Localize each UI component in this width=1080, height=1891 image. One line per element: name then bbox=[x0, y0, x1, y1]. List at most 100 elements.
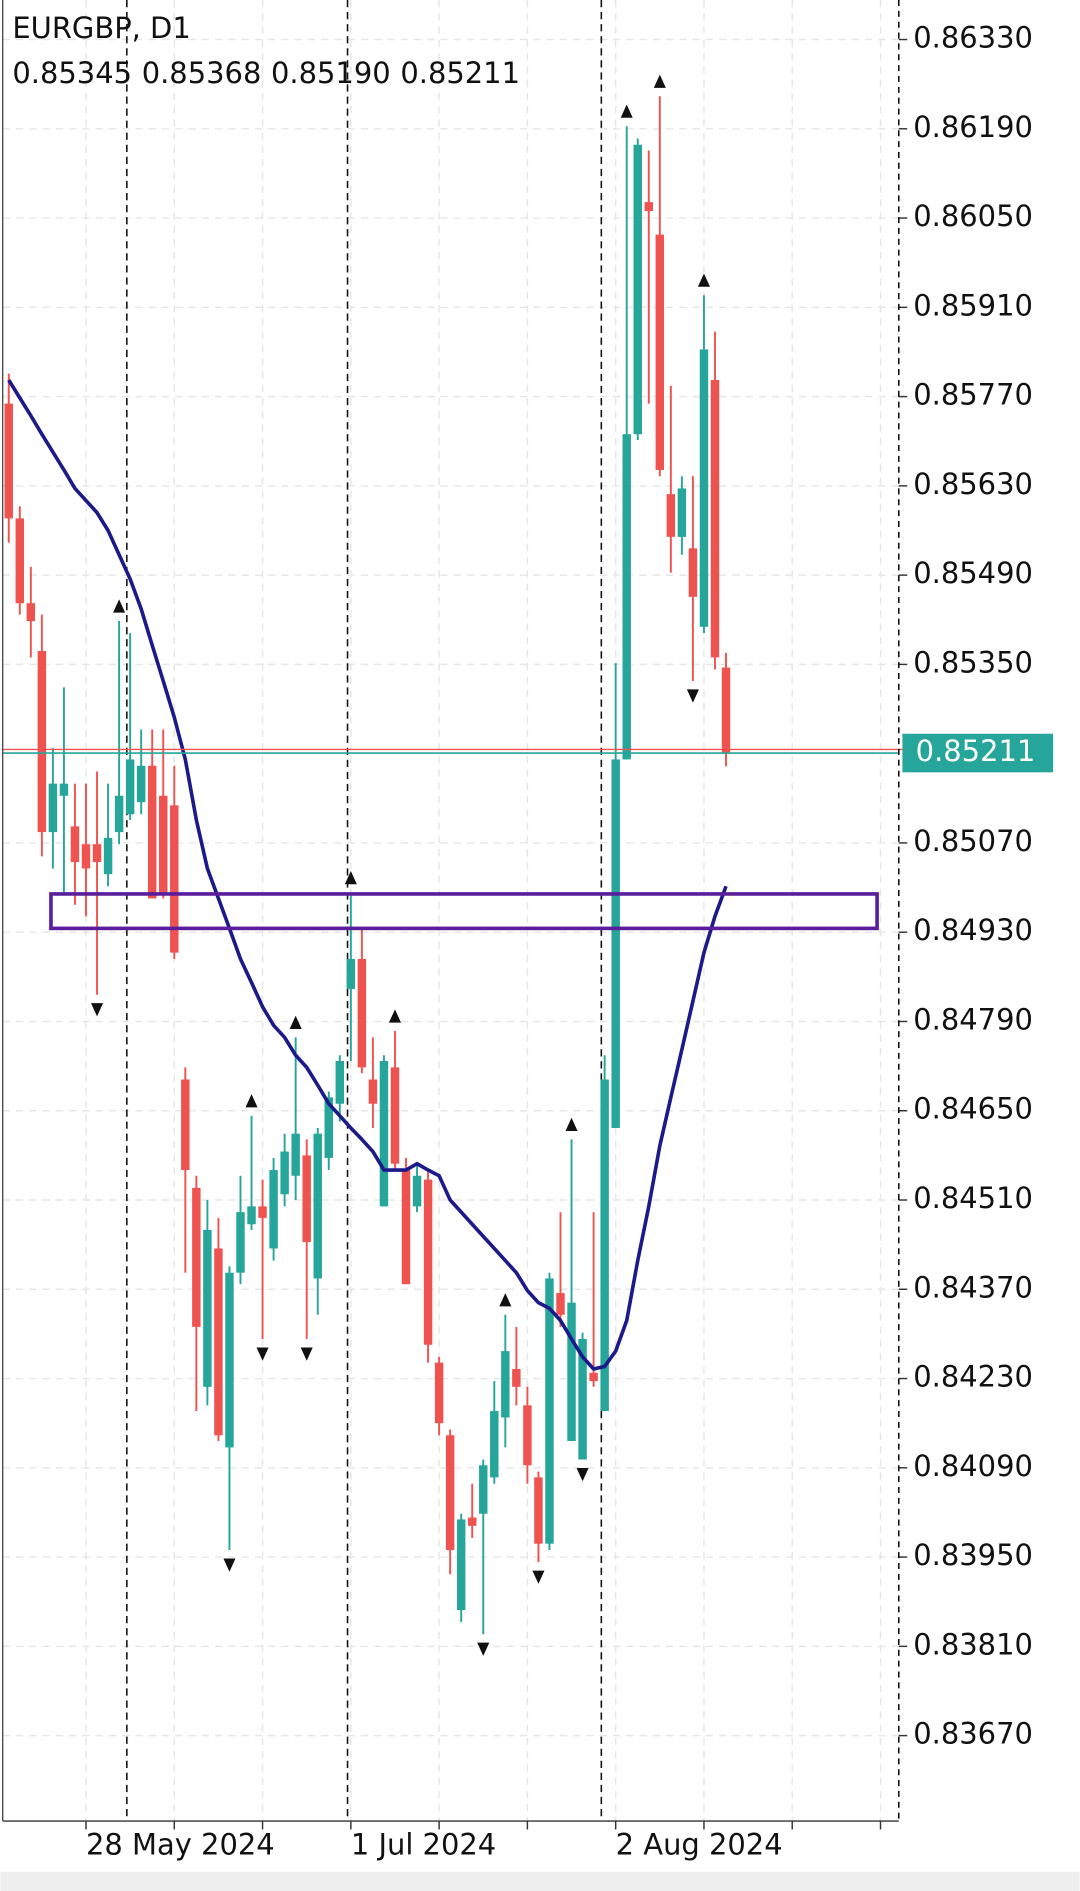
fractal-down bbox=[300, 1347, 313, 1361]
candle-body bbox=[335, 1061, 345, 1104]
y-tick-label: 0.84510 bbox=[913, 1181, 1033, 1215]
fractal-up bbox=[245, 1094, 258, 1108]
fractal-down bbox=[532, 1570, 545, 1584]
fractal-up bbox=[388, 1009, 402, 1023]
candle-body bbox=[556, 1293, 565, 1315]
x-tick-label: 1 Jul 2024 bbox=[351, 1827, 496, 1861]
zone bbox=[49, 892, 879, 931]
fractal-up bbox=[289, 1015, 302, 1029]
candle-body bbox=[434, 1362, 444, 1424]
candle-body bbox=[512, 1368, 521, 1387]
candle-body bbox=[136, 765, 146, 803]
candle-body bbox=[147, 765, 157, 899]
candle-body bbox=[357, 958, 367, 1068]
candle-body bbox=[125, 759, 135, 815]
candle-body bbox=[655, 234, 665, 470]
candle-body bbox=[677, 488, 687, 537]
candle-body bbox=[578, 1339, 587, 1460]
y-tick-label: 0.85350 bbox=[913, 645, 1033, 679]
candle-body bbox=[92, 844, 102, 863]
candle-body bbox=[479, 1465, 488, 1514]
bottom-band bbox=[0, 1871, 1080, 1891]
high-label: 0.85368 bbox=[142, 56, 262, 90]
candle-body bbox=[644, 202, 654, 212]
candle-body bbox=[368, 1079, 378, 1104]
candle-body bbox=[302, 1155, 311, 1243]
candle-body bbox=[159, 795, 168, 893]
candle-body bbox=[269, 1170, 278, 1249]
candle-body bbox=[567, 1302, 576, 1442]
candle-body bbox=[622, 434, 631, 760]
fractal-up bbox=[565, 1117, 578, 1131]
y-tick-label: 0.84230 bbox=[913, 1360, 1033, 1394]
y-tick-label: 0.85490 bbox=[913, 556, 1033, 590]
candle-body bbox=[600, 1079, 609, 1412]
close-label: 0.85211 bbox=[400, 56, 520, 90]
candle-body bbox=[236, 1212, 245, 1273]
chart-title: EURGBP, D1 bbox=[12, 11, 190, 45]
fractal-down bbox=[576, 1467, 589, 1482]
y-tick-label: 0.83810 bbox=[913, 1627, 1033, 1661]
candle-body bbox=[313, 1133, 322, 1279]
y-tick-label: 0.83950 bbox=[913, 1538, 1033, 1572]
candle-body bbox=[170, 805, 179, 953]
y-tick-label: 0.86050 bbox=[913, 199, 1033, 233]
candle-body bbox=[456, 1519, 466, 1610]
ohlc-header: 0.85345 0.85368 0.85190 0.85211 bbox=[12, 56, 520, 90]
open-label: 0.85345 bbox=[12, 56, 132, 90]
fractal-down bbox=[477, 1642, 490, 1656]
candle-body bbox=[379, 1061, 389, 1207]
y-tick-label: 0.85910 bbox=[913, 288, 1033, 322]
y-tick-label: 0.84090 bbox=[913, 1449, 1033, 1483]
candle-body bbox=[589, 1372, 598, 1382]
y-tick-label: 0.85770 bbox=[913, 378, 1033, 412]
price-tag bbox=[902, 733, 1054, 773]
low-label: 0.85190 bbox=[271, 56, 391, 90]
candle-body bbox=[324, 1097, 333, 1158]
candle-body bbox=[247, 1206, 256, 1225]
price-tag-label: 0.85211 bbox=[916, 734, 1036, 768]
candle-body bbox=[203, 1229, 212, 1387]
candle-body bbox=[699, 349, 709, 627]
fractal-down bbox=[91, 1003, 104, 1017]
fractal-down bbox=[256, 1347, 269, 1361]
fractal-up bbox=[344, 870, 357, 885]
candle-body bbox=[48, 783, 58, 833]
candle-body bbox=[611, 759, 620, 1128]
candle-body bbox=[721, 667, 731, 754]
candle-body bbox=[633, 144, 642, 435]
candle-body bbox=[59, 783, 69, 796]
candle-body bbox=[523, 1405, 532, 1466]
candle-body bbox=[490, 1411, 499, 1478]
candle-body bbox=[280, 1151, 289, 1195]
candle-body bbox=[258, 1206, 267, 1218]
y-tick-label: 0.84650 bbox=[913, 1092, 1033, 1126]
candle-body bbox=[688, 548, 698, 597]
candle-body bbox=[15, 518, 25, 604]
candle-body bbox=[666, 494, 676, 537]
moving-average bbox=[7, 379, 728, 1371]
y-tick-label: 0.84790 bbox=[913, 1002, 1033, 1036]
candle-body bbox=[468, 1517, 477, 1526]
candle-body bbox=[501, 1351, 510, 1418]
fractal-up bbox=[499, 1293, 512, 1307]
candle-body bbox=[81, 844, 91, 869]
candle-body bbox=[181, 1079, 190, 1171]
candle-body bbox=[710, 380, 720, 658]
candle-body bbox=[103, 837, 113, 875]
candle-body bbox=[192, 1187, 201, 1327]
candle-body bbox=[423, 1179, 433, 1345]
y-tick-label: 0.84930 bbox=[913, 913, 1033, 947]
y-tick-label: 0.86330 bbox=[913, 21, 1033, 55]
candle-body bbox=[346, 958, 356, 989]
candle-body bbox=[390, 1067, 400, 1164]
candle-body bbox=[534, 1477, 543, 1544]
candle-body bbox=[225, 1272, 234, 1448]
candle-body bbox=[70, 826, 80, 863]
candle-body bbox=[114, 795, 124, 833]
x-tick-label: 28 May 2024 bbox=[86, 1827, 275, 1861]
candle-body bbox=[445, 1435, 455, 1551]
fractal-up bbox=[620, 104, 633, 118]
